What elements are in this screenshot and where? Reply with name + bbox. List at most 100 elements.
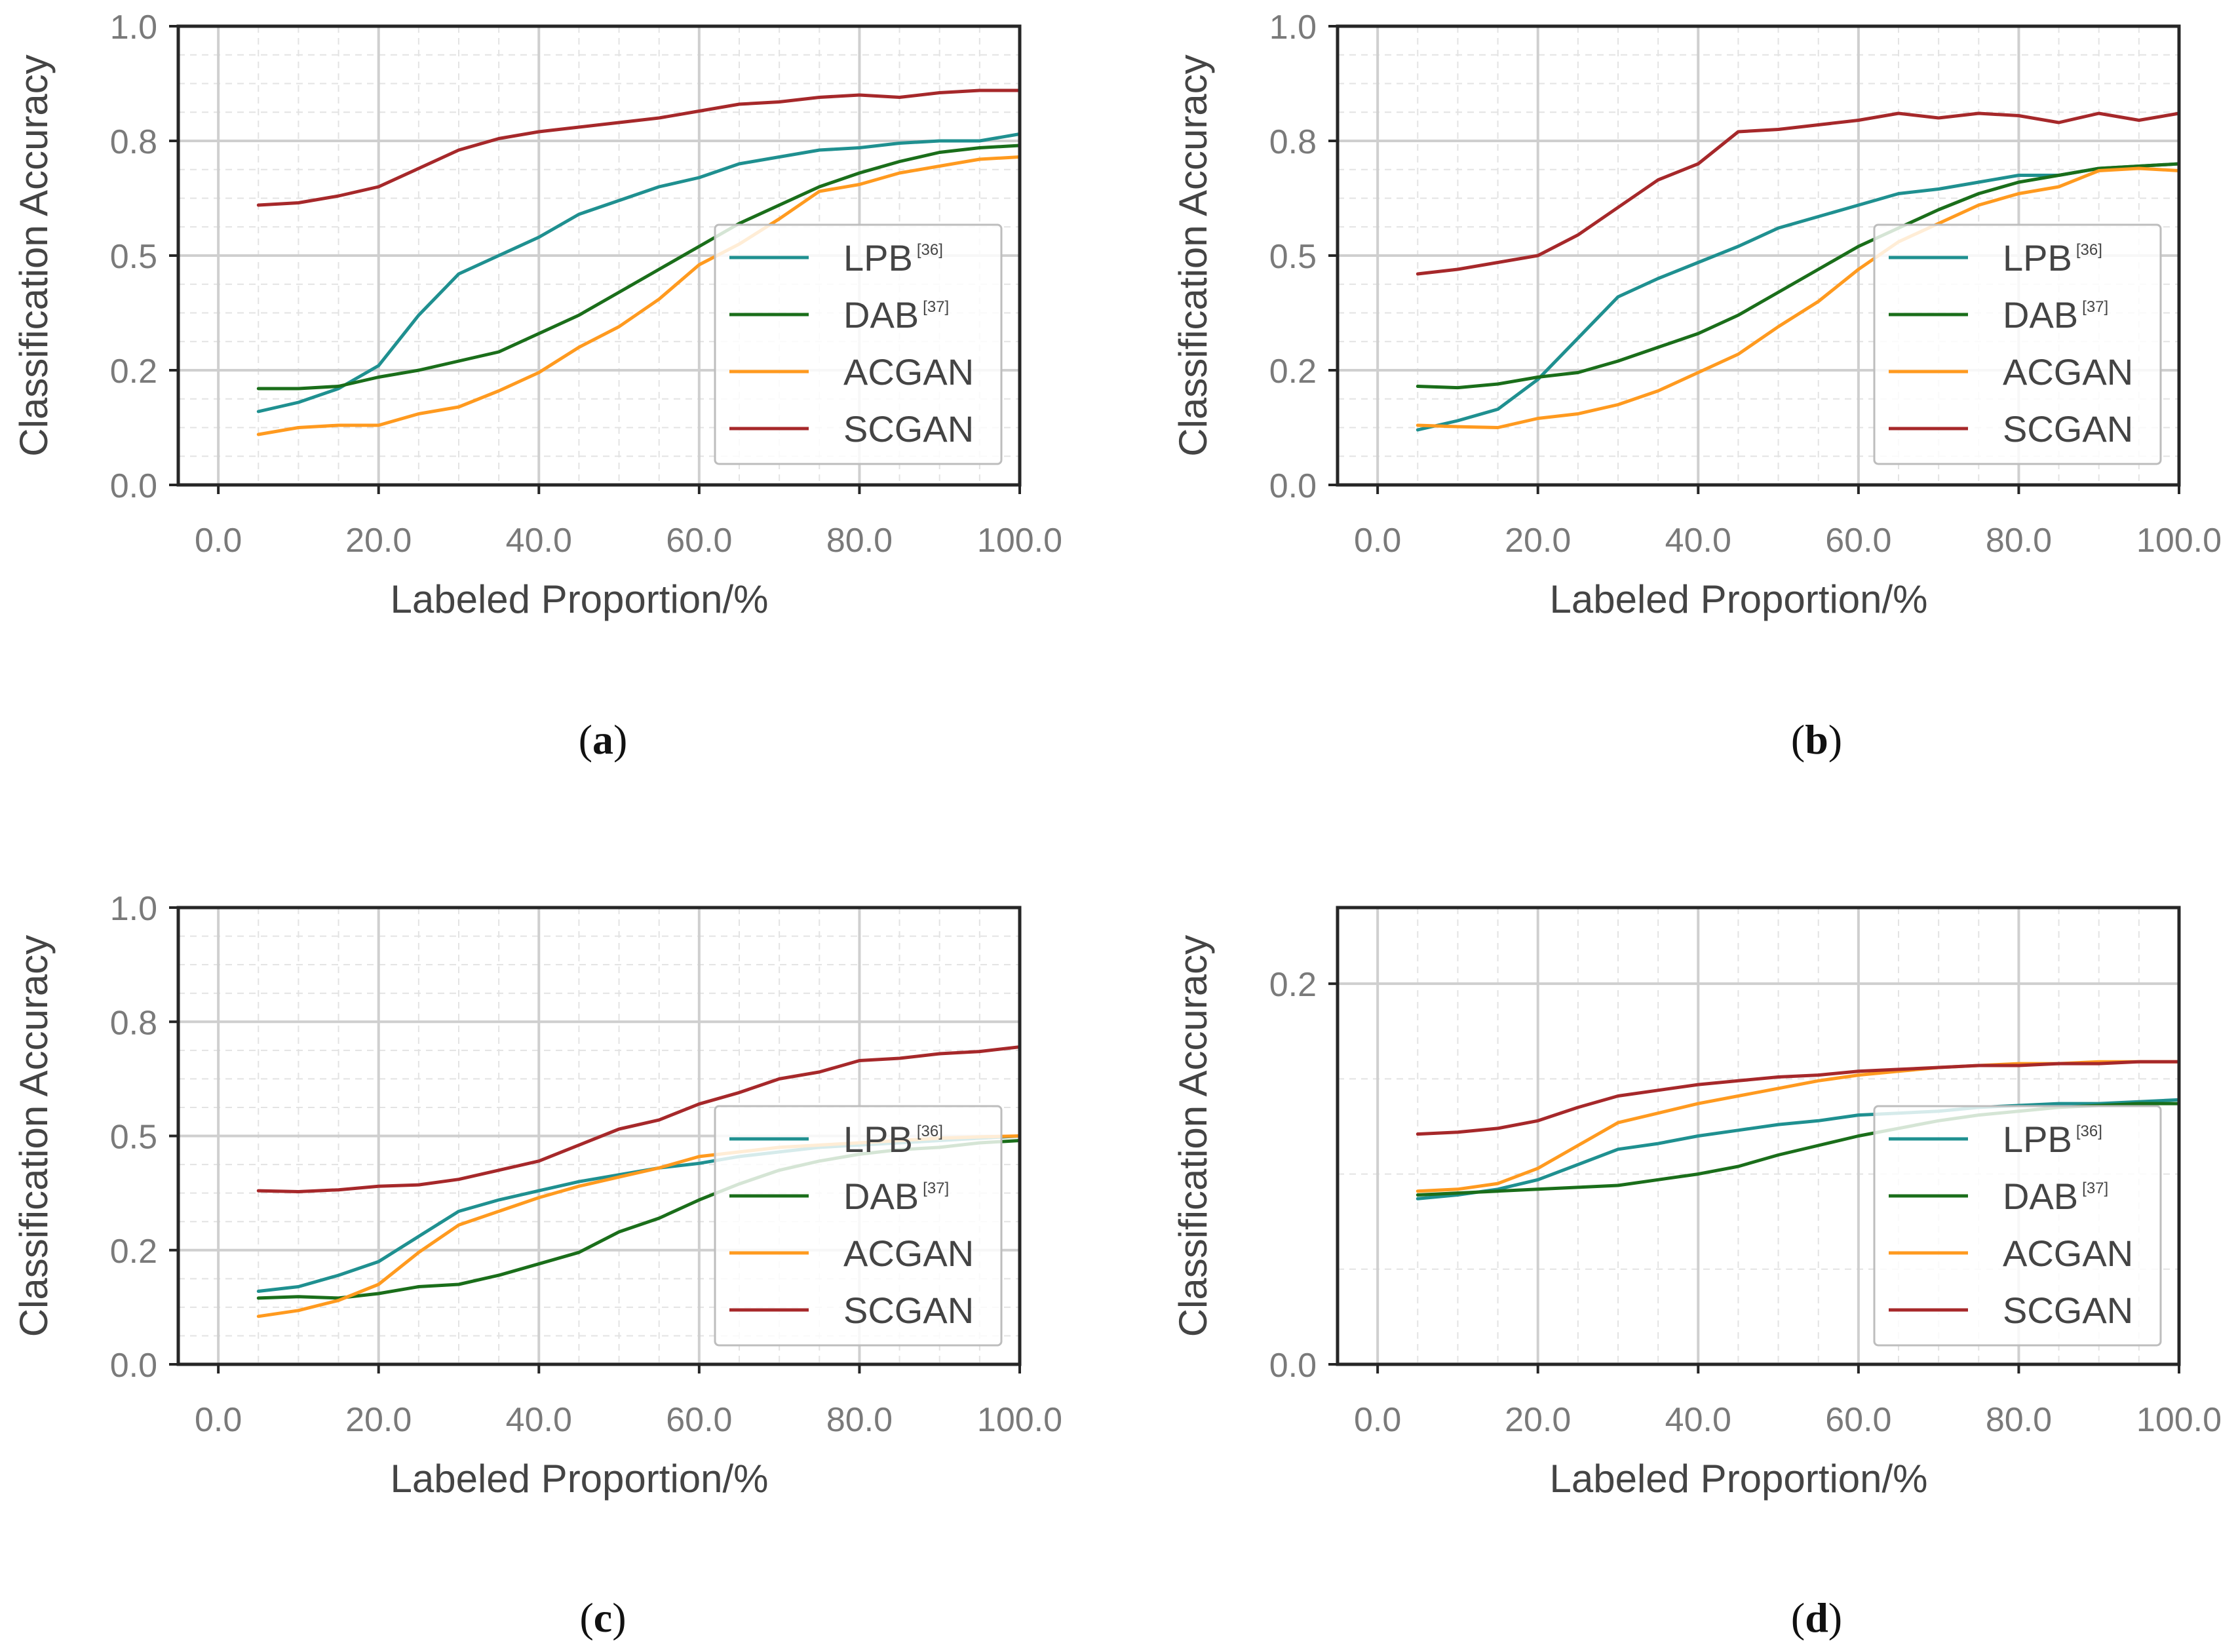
series-line-scgan xyxy=(1416,1060,2181,1136)
legend-label-lpb: LPB xyxy=(843,1119,913,1160)
legend-label-acgan: ACGAN xyxy=(843,1233,974,1274)
legend-reference-lpb: [36] xyxy=(917,1123,943,1140)
x-tick-label: 20.0 xyxy=(1505,522,1571,560)
y-axis-title: Classification Accuracy xyxy=(12,935,56,1337)
caption-open-paren: ( xyxy=(579,716,592,763)
legend-label-acgan: ACGAN xyxy=(2003,1233,2133,1274)
x-axis-title: Labeled Proportion/% xyxy=(390,577,768,621)
legend-label-acgan: ACGAN xyxy=(2003,351,2133,393)
ticks: 0.0 20.0 40.0 60.0 80.0 100.0 0.0 0.2 0.5 0.8 1.0 xyxy=(1269,9,2222,560)
legend-label-scgan: SCGAN xyxy=(2003,408,2133,450)
x-tick-label: 0.0 xyxy=(195,522,242,560)
x-tick-label: 40.0 xyxy=(1665,1401,1731,1439)
ticks: 0.0 20.0 40.0 60.0 80.0 100.0 0.0 0.2 0.5 0.8 1.0 xyxy=(110,9,1062,560)
legend-box xyxy=(1873,223,2162,465)
series-group xyxy=(256,88,1022,436)
x-tick-label: 20.0 xyxy=(1505,1401,1571,1439)
y-tick-label: 1.0 xyxy=(110,890,157,928)
legend-label-lpb: LPB xyxy=(2003,237,2072,279)
y-tick-label: 0.5 xyxy=(110,1119,157,1157)
legend-label-scgan: SCGAN xyxy=(843,1290,974,1331)
plot-frame xyxy=(1336,906,2181,1366)
panel-caption: (a) xyxy=(579,716,628,763)
series-line-scgan xyxy=(1416,111,2181,276)
legend-reference-dab: [37] xyxy=(923,1180,949,1197)
panel-caption: (c) xyxy=(579,1594,626,1641)
y-tick-label: 1.0 xyxy=(1269,9,1317,47)
legend-reference-lpb: [36] xyxy=(917,241,943,259)
x-tick-label: 40.0 xyxy=(506,1401,572,1439)
caption-close-paren: ) xyxy=(1828,716,1842,763)
legend-box xyxy=(714,1105,1003,1347)
legend-box xyxy=(1873,1105,2162,1347)
y-axis-title: Classification Accuracy xyxy=(1171,54,1215,457)
y-tick-label: 0.0 xyxy=(110,467,157,505)
panel-a: 0.0 20.0 40.0 60.0 80.0 100.0 0.0 0.2 0.5 0.8 1.0 L… xyxy=(12,9,1062,763)
x-tick-label: 80.0 xyxy=(826,522,893,560)
caption-letter: b xyxy=(1805,716,1828,763)
caption-close-paren: ) xyxy=(613,716,627,763)
legend-label-dab: DAB xyxy=(2003,294,2078,336)
series-line-lpb xyxy=(1416,1098,2181,1201)
x-tick-label: 20.0 xyxy=(345,522,412,560)
x-tick-label: 80.0 xyxy=(1986,522,2052,560)
x-tick-label: 40.0 xyxy=(1665,522,1731,560)
legend: LPB [36] DAB [37] ACGAN SCGAN xyxy=(1873,1105,2162,1347)
y-axis-title: Classification Accuracy xyxy=(12,54,56,457)
legend-label-scgan: SCGAN xyxy=(2003,1290,2133,1331)
legend-label-scgan: SCGAN xyxy=(843,408,974,450)
x-tick-label: 80.0 xyxy=(826,1401,893,1439)
y-tick-label: 0.2 xyxy=(110,353,157,391)
caption-open-paren: ( xyxy=(1791,1594,1805,1641)
legend-label-dab: DAB xyxy=(2003,1176,2078,1217)
x-tick-label: 60.0 xyxy=(1825,1401,1891,1439)
legend: LPB [36] DAB [37] ACGAN SCGAN xyxy=(714,223,1003,465)
y-axis-title: Classification Accuracy xyxy=(1171,935,1215,1337)
x-axis-title: Labeled Proportion/% xyxy=(1549,577,1927,621)
legend-reference-lpb: [36] xyxy=(2076,241,2102,259)
panel-d: 0.0 20.0 40.0 60.0 80.0 100.0 0.0 0.2 Labeled Pr… xyxy=(1171,906,2222,1641)
y-tick-label: 0.8 xyxy=(1269,123,1317,161)
y-tick-label: 0.5 xyxy=(1269,238,1317,276)
series-line-dab xyxy=(256,144,1022,391)
x-tick-label: 60.0 xyxy=(666,522,732,560)
series-line-acgan xyxy=(1416,166,2181,429)
y-tick-label: 0.0 xyxy=(1269,467,1317,505)
legend-label-lpb: LPB xyxy=(2003,1119,2072,1160)
y-tick-label: 0.2 xyxy=(110,1233,157,1271)
x-tick-label: 0.0 xyxy=(195,1401,242,1439)
y-tick-label: 0.8 xyxy=(110,123,157,161)
legend-label-dab: DAB xyxy=(843,1176,919,1217)
panel-c: 0.0 20.0 40.0 60.0 80.0 100.0 0.0 0.2 0.5 0.8 1.0 L… xyxy=(12,890,1062,1641)
legend-label-acgan: ACGAN xyxy=(843,351,974,393)
y-tick-label: 0.2 xyxy=(1269,966,1317,1004)
series-line-lpb xyxy=(256,132,1022,413)
caption-close-paren: ) xyxy=(612,1594,626,1641)
x-tick-label: 0.0 xyxy=(1354,1401,1401,1439)
series-line-scgan xyxy=(256,1045,1022,1193)
x-tick-label: 100.0 xyxy=(977,522,1062,560)
ticks: 0.0 20.0 40.0 60.0 80.0 100.0 0.0 0.2 0.5 0.8 1.0 xyxy=(110,890,1062,1439)
x-tick-label: 100.0 xyxy=(977,1401,1062,1439)
legend-label-lpb: LPB xyxy=(843,237,913,279)
caption-close-paren: ) xyxy=(1828,1594,1842,1641)
series-line-scgan xyxy=(256,88,1022,207)
x-tick-label: 100.0 xyxy=(2136,1401,2222,1439)
legend: LPB [36] DAB [37] ACGAN SCGAN xyxy=(1873,223,2162,465)
series-group xyxy=(1416,111,2181,432)
y-tick-label: 0.5 xyxy=(110,238,157,276)
panel-caption: (d) xyxy=(1791,1594,1842,1641)
caption-letter: d xyxy=(1805,1594,1828,1641)
caption-open-paren: ( xyxy=(1791,716,1805,763)
legend: LPB [36] DAB [37] ACGAN SCGAN xyxy=(714,1105,1003,1347)
x-axis-title: Labeled Proportion/% xyxy=(390,1457,768,1501)
legend-reference-dab: [37] xyxy=(2082,1180,2108,1197)
panel-caption: (b) xyxy=(1791,716,1842,763)
y-tick-label: 0.0 xyxy=(1269,1347,1317,1385)
series-line-dab xyxy=(1416,162,2181,390)
y-tick-label: 0.0 xyxy=(110,1347,157,1385)
legend-box xyxy=(714,223,1003,465)
x-tick-label: 80.0 xyxy=(1986,1401,2052,1439)
legend-reference-dab: [37] xyxy=(923,298,949,316)
x-tick-label: 100.0 xyxy=(2136,522,2222,560)
